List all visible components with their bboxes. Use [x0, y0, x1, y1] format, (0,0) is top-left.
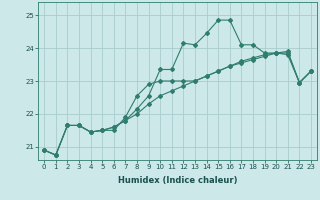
X-axis label: Humidex (Indice chaleur): Humidex (Indice chaleur)	[118, 176, 237, 185]
